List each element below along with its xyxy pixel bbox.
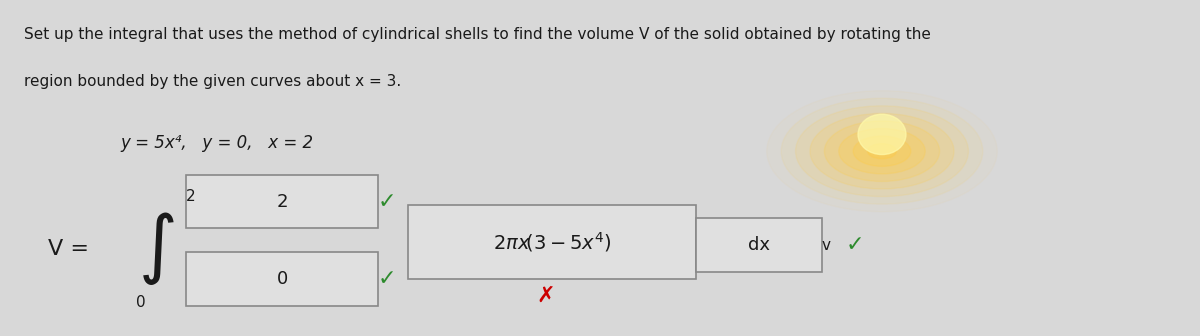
Ellipse shape	[868, 144, 896, 159]
Text: 2: 2	[276, 193, 288, 211]
Ellipse shape	[824, 121, 940, 181]
Text: 0: 0	[136, 295, 145, 310]
Text: ✓: ✓	[846, 235, 865, 255]
Text: y = 5x⁴,   y = 0,   x = 2: y = 5x⁴, y = 0, x = 2	[120, 134, 313, 153]
Text: ✓: ✓	[378, 269, 397, 289]
Text: v: v	[822, 238, 832, 253]
Text: V =: V =	[48, 239, 89, 259]
Text: 0: 0	[276, 270, 288, 288]
Text: 2: 2	[186, 189, 196, 204]
FancyBboxPatch shape	[696, 218, 822, 272]
Text: $\int$: $\int$	[138, 210, 174, 287]
Ellipse shape	[839, 128, 925, 174]
Ellipse shape	[853, 136, 911, 166]
Text: dx: dx	[748, 236, 770, 254]
FancyBboxPatch shape	[408, 205, 696, 279]
Ellipse shape	[810, 114, 954, 189]
Ellipse shape	[796, 106, 968, 197]
Ellipse shape	[781, 98, 983, 204]
Text: ✗: ✗	[536, 286, 556, 306]
Text: $2\pi x\!\left(3-5x^4\right)$: $2\pi x\!\left(3-5x^4\right)$	[493, 230, 611, 254]
Text: region bounded by the given curves about x = 3.: region bounded by the given curves about…	[24, 74, 401, 89]
Text: Set up the integral that uses the method of cylindrical shells to find the volum: Set up the integral that uses the method…	[24, 27, 931, 42]
Text: ✓: ✓	[378, 192, 397, 212]
Ellipse shape	[858, 114, 906, 155]
FancyBboxPatch shape	[186, 252, 378, 306]
FancyBboxPatch shape	[186, 175, 378, 228]
